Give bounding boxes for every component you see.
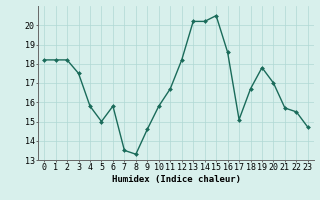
X-axis label: Humidex (Indice chaleur): Humidex (Indice chaleur) — [111, 175, 241, 184]
